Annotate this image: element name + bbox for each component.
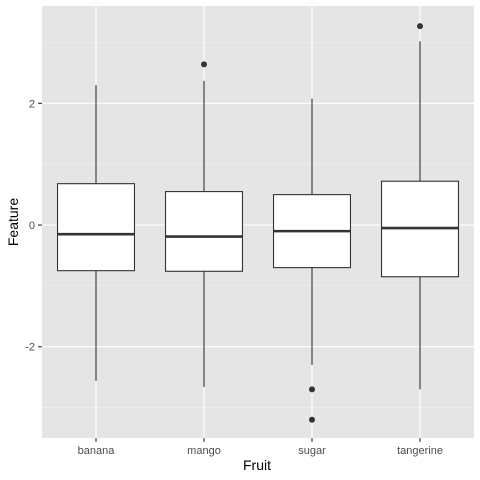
x-tick-label: sugar (298, 445, 326, 457)
y-axis: -2 0 2 (25, 98, 42, 354)
boxes-layer (56, 23, 460, 423)
minor-gridlines (42, 42, 474, 408)
y-tick-label: 2 (29, 98, 35, 110)
x-tick-label: banana (78, 445, 116, 457)
box-body (56, 183, 136, 272)
x-axis: banana mango sugar tangerine (78, 438, 443, 457)
outlier-point (417, 23, 423, 30)
x-tick-label: mango (187, 445, 221, 457)
box-body (164, 191, 244, 272)
box-mango (164, 61, 244, 387)
x-axis-title: Fruit (243, 457, 271, 473)
y-axis-title: Feature (5, 198, 21, 246)
outlier-point (201, 61, 207, 68)
y-tick-label: -2 (25, 342, 35, 354)
box-banana (56, 85, 136, 381)
y-tick-label: 0 (29, 220, 35, 232)
box-tangerine (380, 23, 460, 390)
box-sugar (272, 98, 352, 423)
outlier-point (309, 416, 315, 423)
outlier-point (309, 386, 315, 393)
x-tick-label: tangerine (397, 445, 443, 457)
